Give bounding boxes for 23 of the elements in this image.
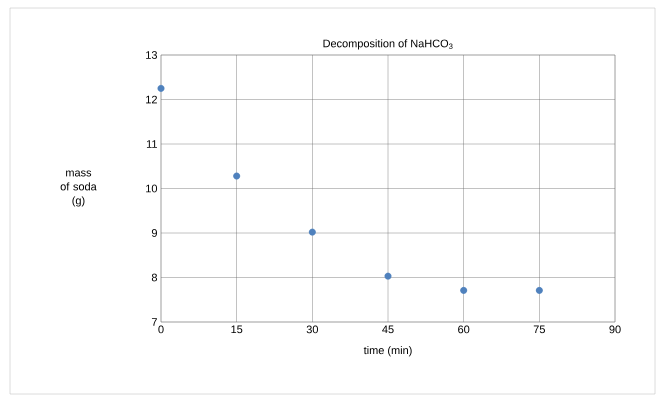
y-tick-label: 13 — [146, 51, 157, 59]
point — [536, 286, 543, 294]
point — [158, 84, 165, 92]
x-tick-label: 30 — [306, 326, 318, 334]
y-tick-label: 7 — [152, 318, 157, 326]
point — [460, 286, 468, 294]
x-axis-title: time (min) — [364, 346, 412, 356]
x-tick-label: 45 — [382, 326, 394, 334]
point — [384, 272, 392, 280]
chart-title: Decomposition of NaHCO$_{3}$ — [323, 39, 453, 50]
x-tick-label: 60 — [458, 326, 470, 334]
y-tick-label: 9 — [152, 229, 157, 237]
y-tick-label: 10 — [146, 184, 158, 192]
x-tick-label: 75 — [534, 326, 545, 334]
point — [233, 172, 240, 180]
y-tick-label: 11 — [146, 140, 157, 148]
x-tick-label: 90 — [609, 326, 621, 334]
x-tick-label: 0 — [158, 326, 164, 334]
y-tick-label: 12 — [146, 96, 157, 104]
y-tick-label: 8 — [152, 274, 157, 282]
x-tick-label: 15 — [231, 326, 242, 334]
y-axis-title: mass of soda (g) — [60, 170, 97, 207]
point — [308, 228, 316, 236]
